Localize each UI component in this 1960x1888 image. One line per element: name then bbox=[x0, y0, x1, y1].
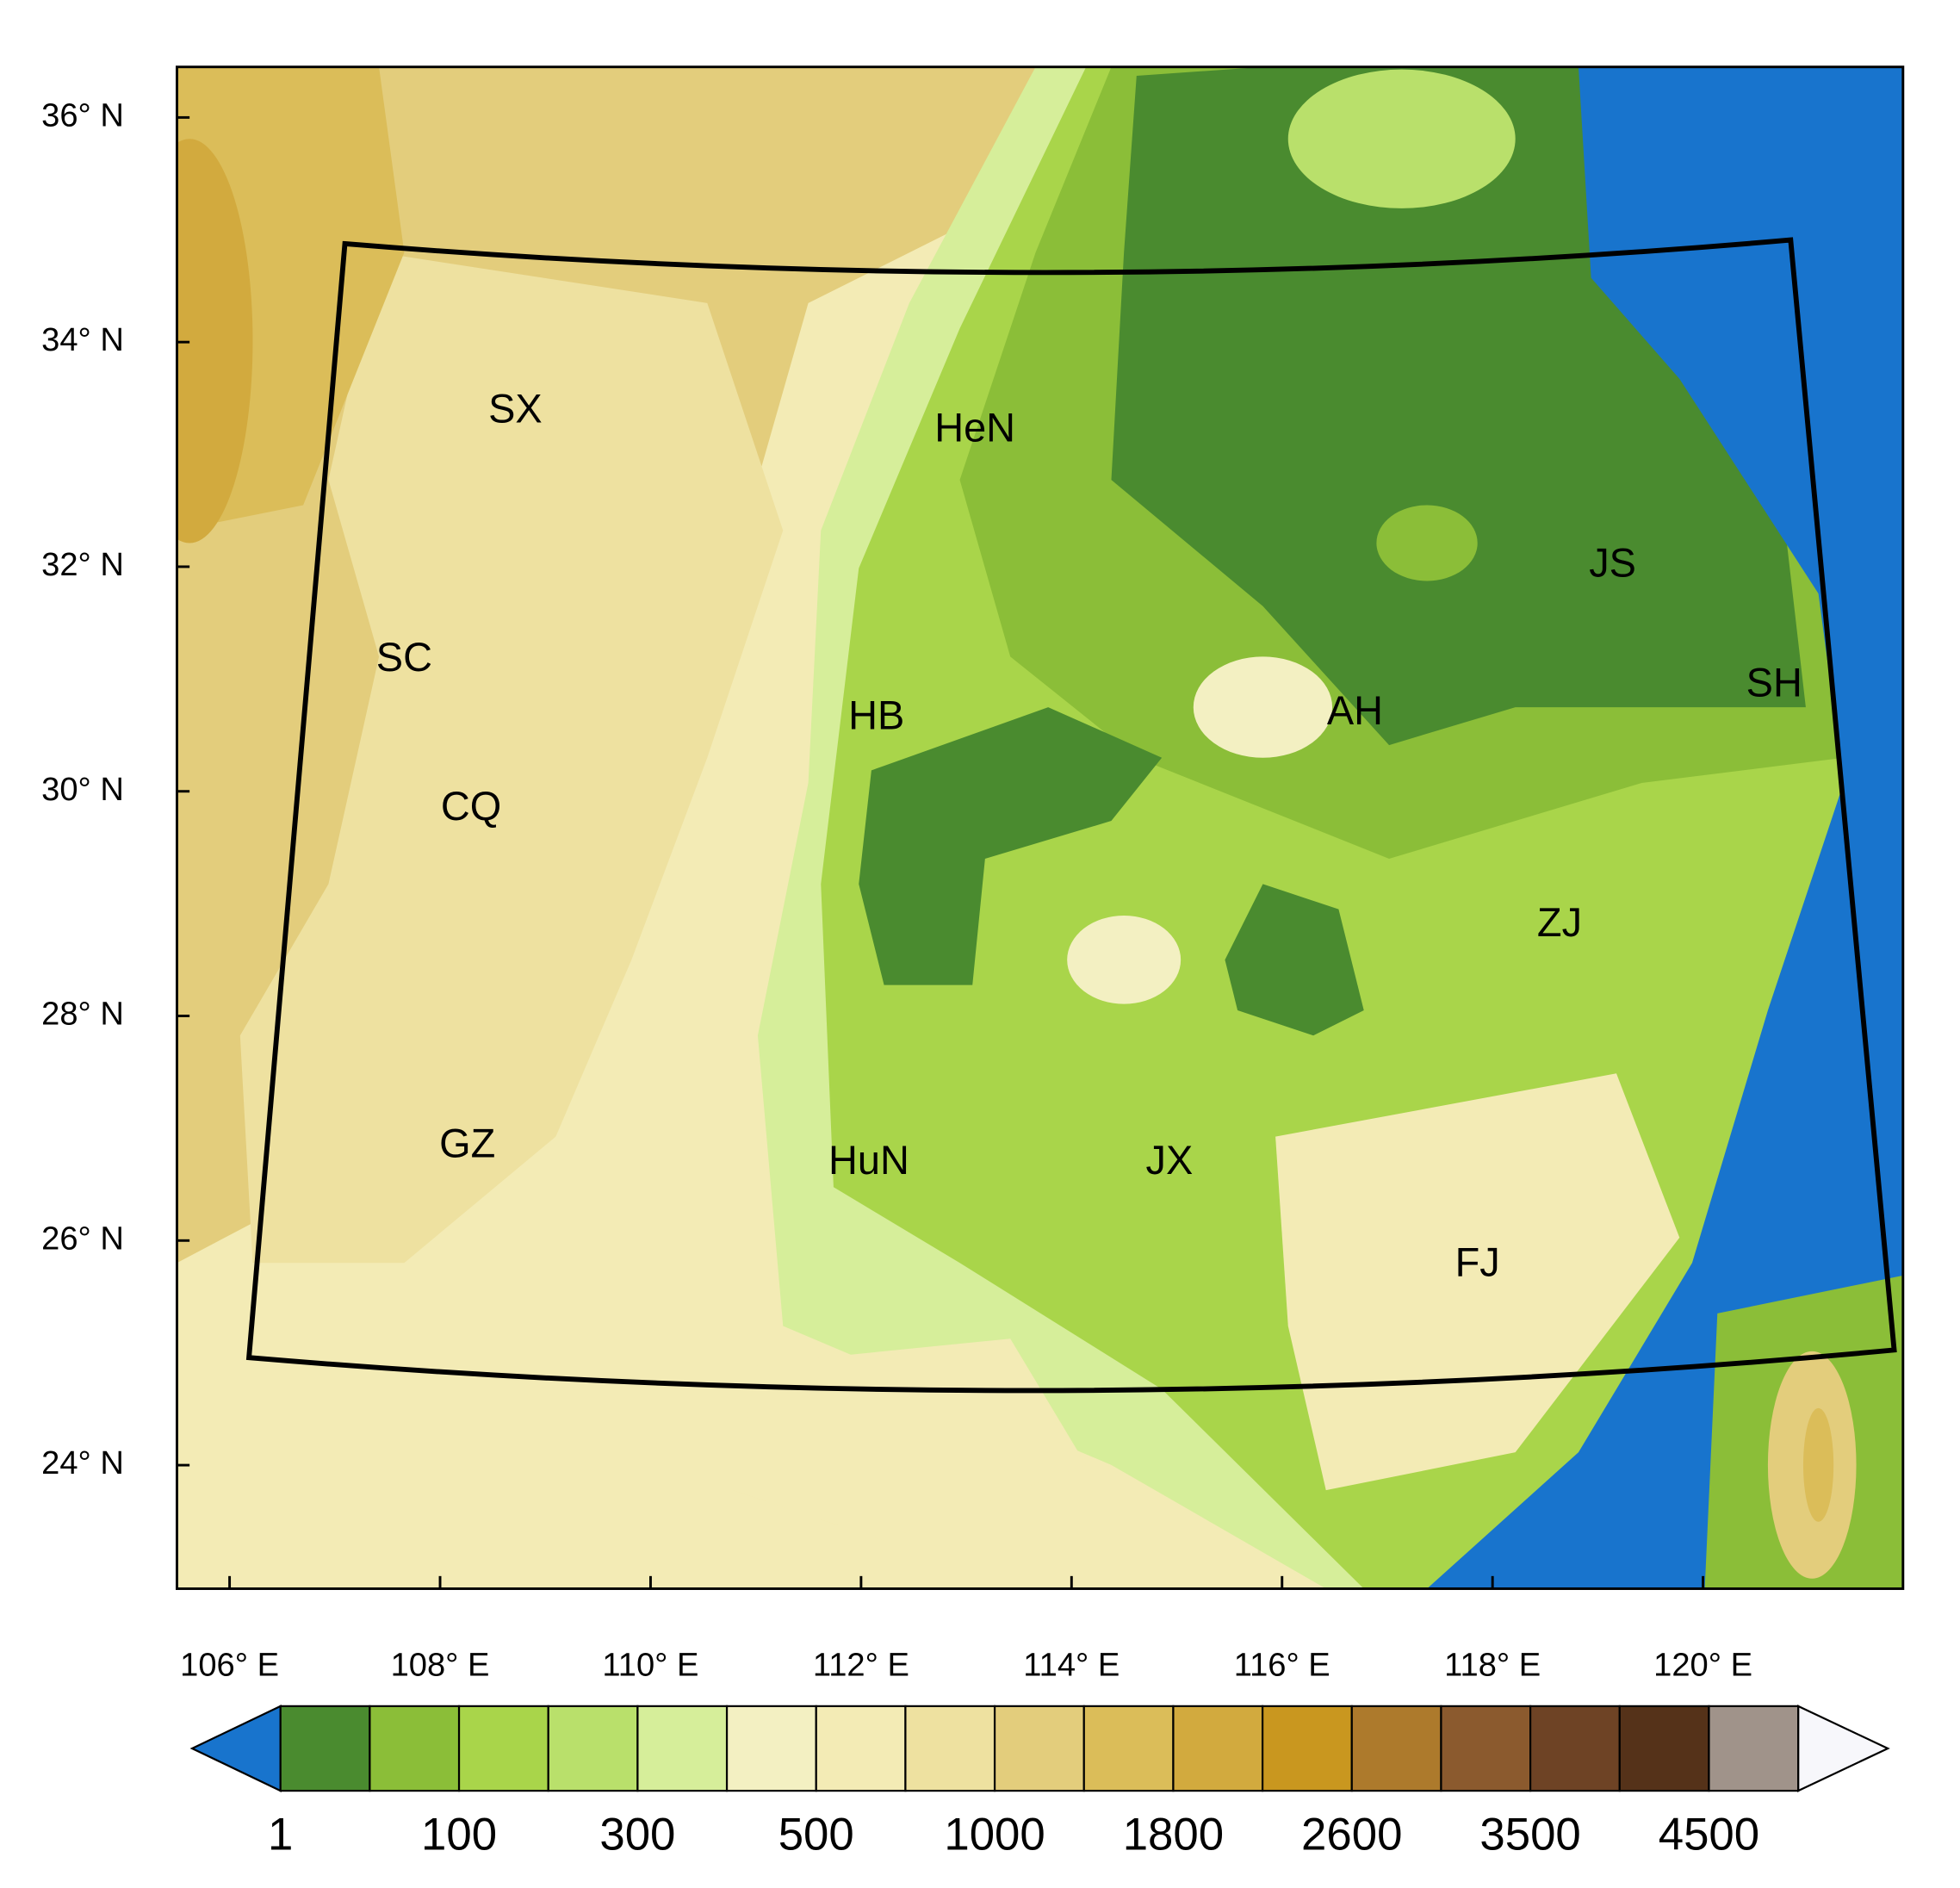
colorbar-label: 1800 bbox=[1123, 1809, 1224, 1860]
colorbar-label: 1000 bbox=[944, 1809, 1045, 1860]
lat-tick-label: 24° N bbox=[41, 1444, 124, 1481]
colorbar-box bbox=[279, 1705, 371, 1792]
lon-tick-label: 114° E bbox=[1023, 1646, 1120, 1683]
region-label: JS bbox=[1589, 540, 1636, 585]
lon-tick-label: 110° E bbox=[602, 1646, 698, 1683]
region-label: HuN bbox=[828, 1138, 909, 1183]
lat-tick-label: 30° N bbox=[41, 771, 124, 808]
colorbar-label: 4500 bbox=[1659, 1809, 1759, 1860]
region-label: HeN bbox=[934, 405, 1015, 450]
colorbar-box bbox=[993, 1705, 1085, 1792]
lon-tick-label: 108° E bbox=[391, 1646, 490, 1683]
map-frame bbox=[176, 65, 1905, 1590]
lon-tick-label: 120° E bbox=[1653, 1646, 1752, 1683]
colorbar-box bbox=[636, 1705, 729, 1792]
colorbar-box bbox=[725, 1705, 817, 1792]
lon-tick-label: 106° E bbox=[180, 1646, 279, 1683]
colorbar-box bbox=[1440, 1705, 1532, 1792]
colorbar-box bbox=[1618, 1705, 1710, 1792]
colorbar-below bbox=[189, 1705, 282, 1792]
colorbar-box bbox=[547, 1705, 639, 1792]
region-label: ZJ bbox=[1537, 900, 1582, 945]
colorbar-label: 1 bbox=[268, 1809, 293, 1860]
colorbar-box bbox=[904, 1705, 996, 1792]
region-label: SC bbox=[376, 635, 432, 680]
colorbar-label: 100 bbox=[421, 1809, 497, 1860]
region-label: AH bbox=[1327, 688, 1383, 733]
colorbar-box bbox=[1172, 1705, 1264, 1792]
lat-tick-label: 26° N bbox=[41, 1220, 124, 1257]
lon-tick-label: 118° E bbox=[1444, 1646, 1541, 1683]
region-label: HB bbox=[848, 693, 904, 738]
colorbar-box bbox=[369, 1705, 461, 1792]
region-label: SH bbox=[1746, 661, 1802, 705]
lat-tick-label: 34° N bbox=[41, 321, 124, 358]
region-label: JX bbox=[1146, 1138, 1194, 1183]
terrain bbox=[177, 66, 1903, 1589]
colorbar-box bbox=[1529, 1705, 1621, 1792]
colorbar-box bbox=[457, 1705, 549, 1792]
region-label: CQ bbox=[441, 784, 501, 829]
colorbar-label: 500 bbox=[778, 1809, 854, 1860]
colorbar-above bbox=[1797, 1705, 1890, 1792]
colorbar-box bbox=[1261, 1705, 1353, 1792]
colorbar-box bbox=[1350, 1705, 1442, 1792]
region-label: GZ bbox=[439, 1121, 495, 1166]
colorbar-label: 2600 bbox=[1301, 1809, 1402, 1860]
colorbar-box bbox=[1708, 1705, 1800, 1792]
region-label: FJ bbox=[1455, 1240, 1500, 1285]
lon-tick-label: 112° E bbox=[813, 1646, 909, 1683]
region-label: SX bbox=[488, 386, 543, 431]
lat-tick-label: 32° N bbox=[41, 546, 124, 583]
lat-tick-label: 28° N bbox=[41, 996, 124, 1033]
colorbar-box bbox=[1082, 1705, 1175, 1792]
colorbar-box bbox=[815, 1705, 907, 1792]
lon-tick-label: 116° E bbox=[1234, 1646, 1330, 1683]
domain-box bbox=[245, 237, 1897, 1394]
colorbar-label: 300 bbox=[599, 1809, 675, 1860]
colorbar-label: 3500 bbox=[1479, 1809, 1580, 1860]
lat-tick-label: 36° N bbox=[41, 96, 124, 134]
